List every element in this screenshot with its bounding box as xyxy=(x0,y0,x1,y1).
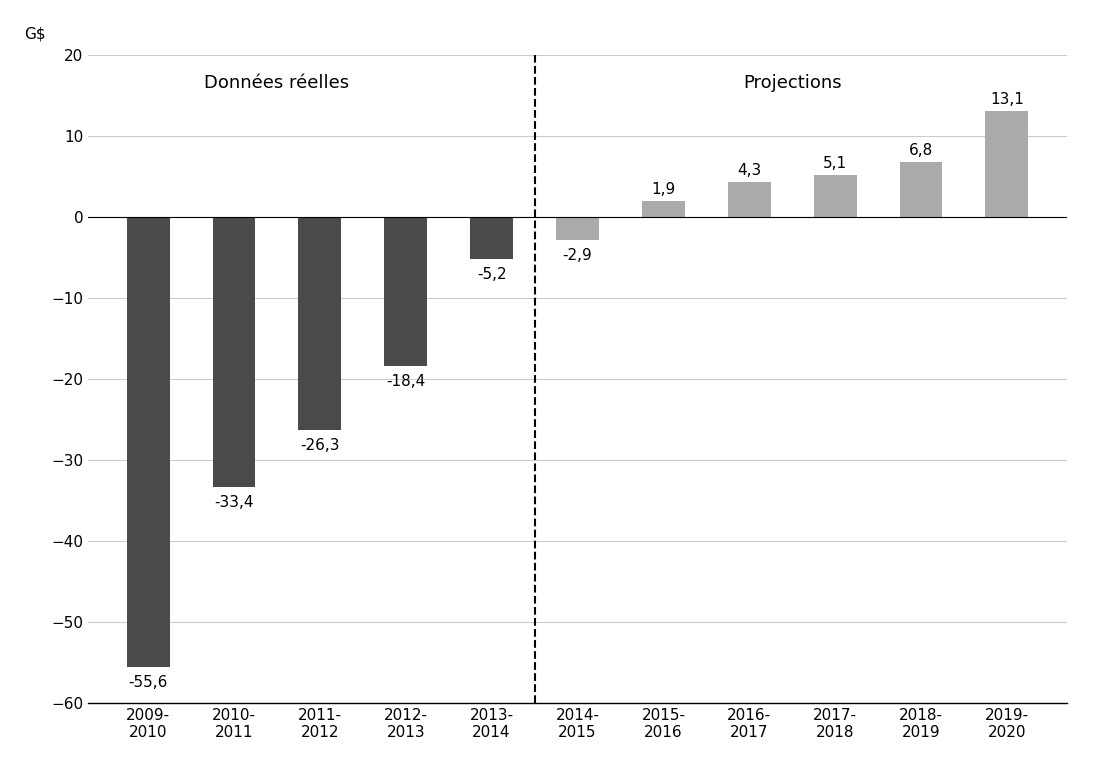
Bar xyxy=(212,216,255,487)
Bar xyxy=(900,162,943,216)
Bar xyxy=(728,182,771,216)
Bar xyxy=(470,216,513,259)
Text: -33,4: -33,4 xyxy=(214,495,254,511)
Text: 5,1: 5,1 xyxy=(823,156,847,171)
Text: Projections: Projections xyxy=(742,74,842,92)
Text: 13,1: 13,1 xyxy=(990,91,1024,106)
Bar xyxy=(126,216,169,667)
Text: -5,2: -5,2 xyxy=(476,267,506,282)
Text: -18,4: -18,4 xyxy=(386,374,426,389)
Text: -55,6: -55,6 xyxy=(129,676,168,690)
Bar xyxy=(642,201,685,216)
Text: -2,9: -2,9 xyxy=(562,248,593,263)
Text: 6,8: 6,8 xyxy=(909,143,933,158)
Text: Données réelles: Données réelles xyxy=(205,74,350,92)
Bar xyxy=(556,216,600,241)
Text: 1,9: 1,9 xyxy=(651,182,675,198)
Bar xyxy=(986,111,1028,216)
Text: 4,3: 4,3 xyxy=(737,162,761,178)
Text: G$: G$ xyxy=(24,27,46,41)
Bar xyxy=(384,216,427,366)
Text: -26,3: -26,3 xyxy=(300,438,340,453)
Bar xyxy=(814,176,857,216)
Bar xyxy=(298,216,341,430)
